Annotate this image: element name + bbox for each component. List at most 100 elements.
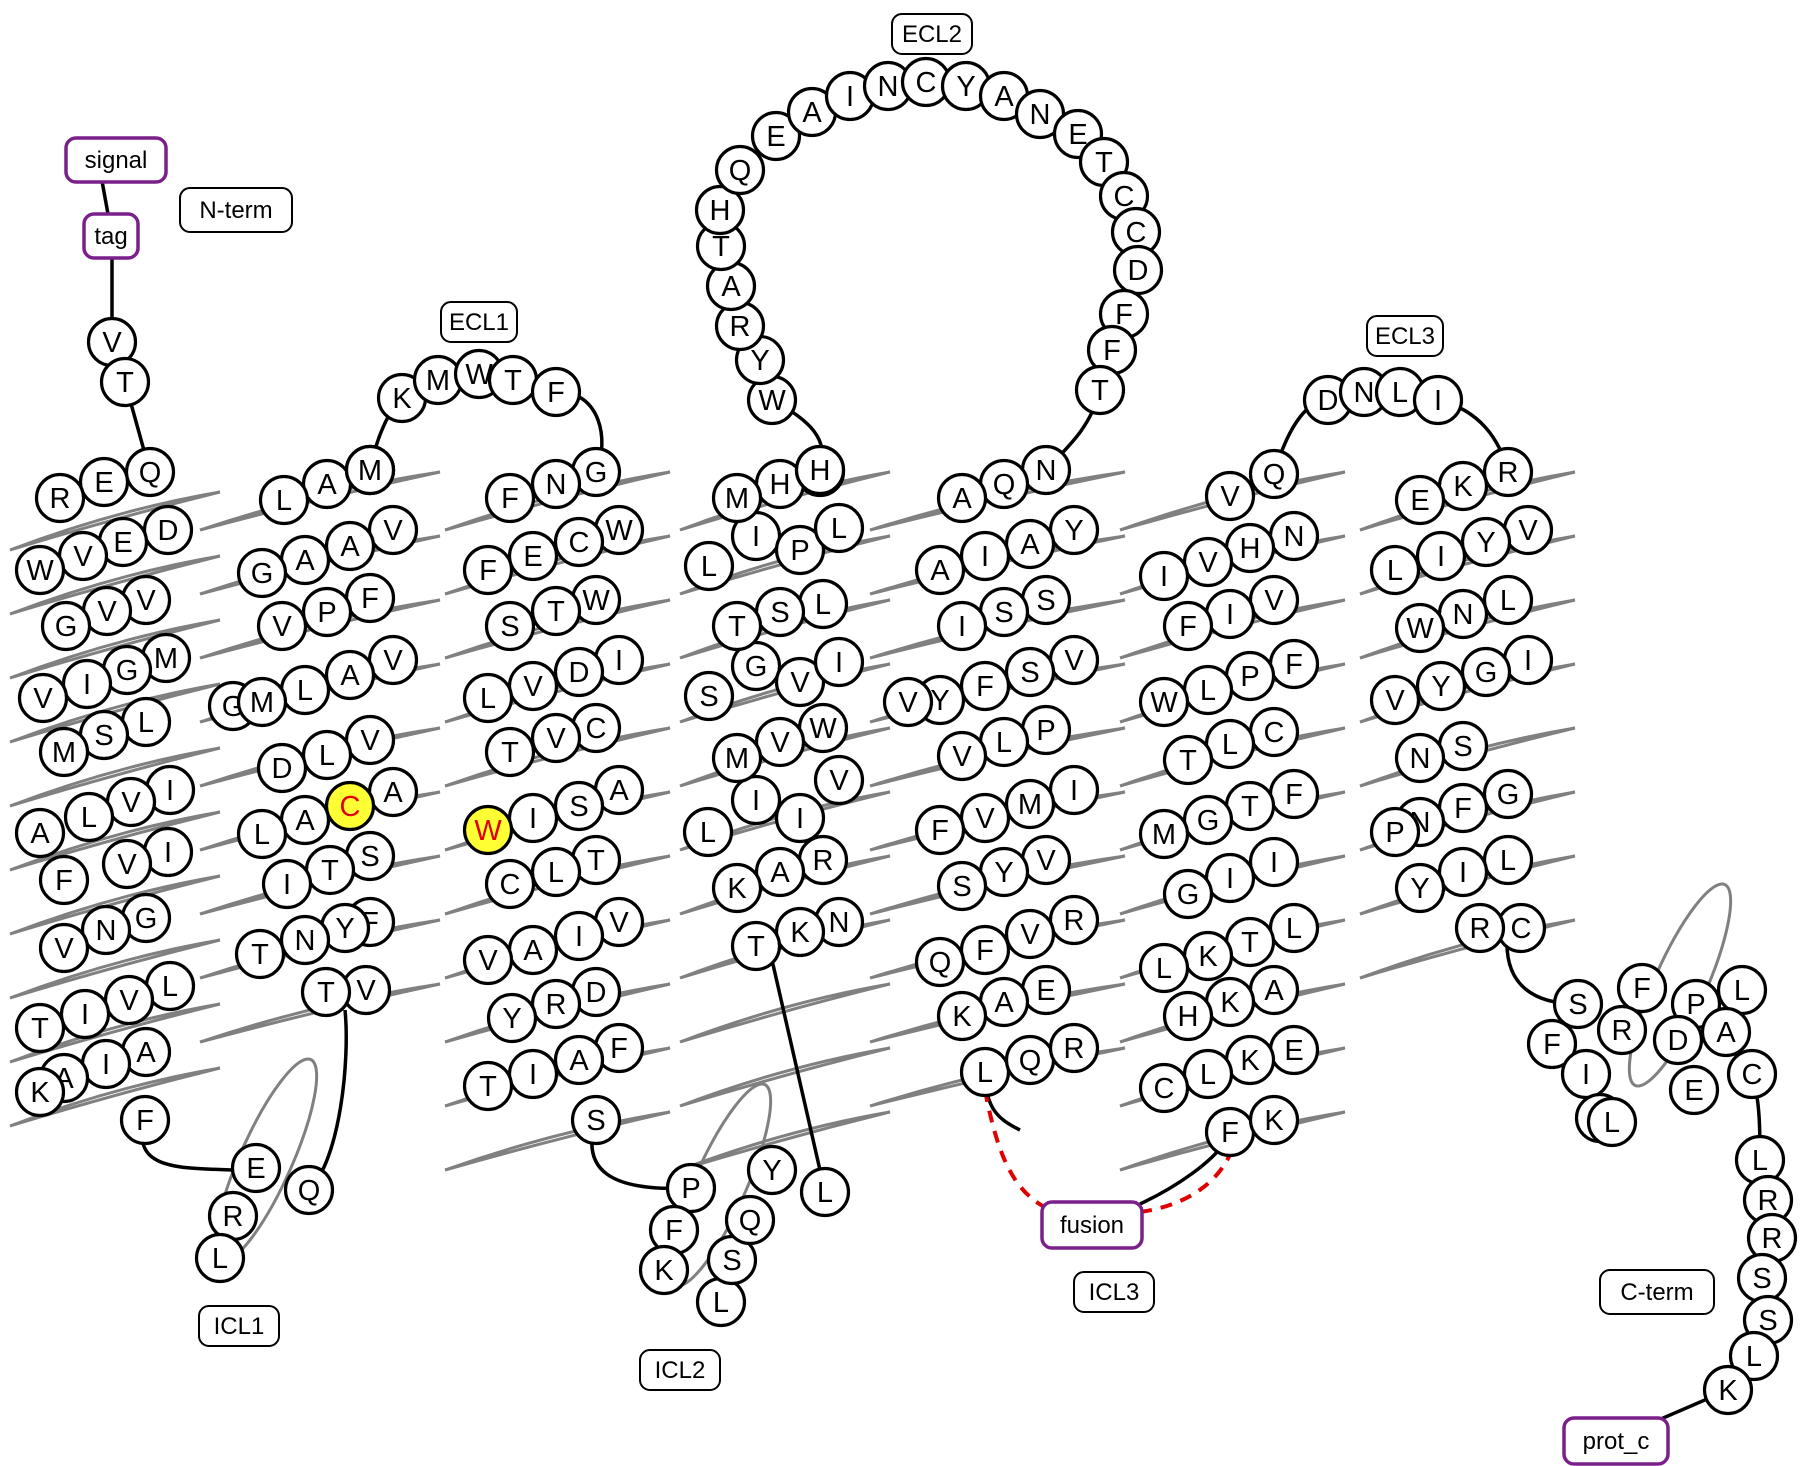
svg-text:P: P: [1036, 715, 1055, 747]
svg-text:V: V: [272, 611, 292, 643]
residue-tm4-6: K: [711, 862, 763, 914]
svg-text:L: L: [1200, 675, 1216, 707]
residue-tm1-23: V: [101, 838, 153, 890]
residue-tm5-25: S: [936, 860, 988, 912]
residue-tm6-20: M: [1138, 808, 1190, 860]
svg-text:N: N: [878, 71, 899, 103]
residue-tm2-13: L: [236, 808, 288, 860]
label-fusion: fusion: [1040, 1200, 1144, 1250]
svg-text:S: S: [500, 611, 519, 643]
residue-tm5-12: S: [1004, 646, 1056, 698]
svg-text:L: L: [162, 971, 178, 1003]
svg-text:I: I: [1160, 561, 1168, 593]
residue-tm2-26: A: [324, 520, 376, 572]
residue-tm5-19: I: [1048, 764, 1100, 816]
residue-tm7-6: I: [1415, 530, 1467, 582]
residue-tm6-30: F: [1162, 600, 1214, 652]
svg-text:K: K: [790, 917, 810, 949]
residue-tm5-34: Q: [1004, 1034, 1056, 1086]
svg-text:N: N: [295, 925, 316, 957]
residue-ecl1-5: F: [530, 366, 582, 418]
residue-tm2-6: T: [234, 928, 286, 980]
residue-tm7-8: L: [1482, 574, 1534, 626]
svg-text:G: G: [1197, 805, 1220, 837]
svg-text:ICL3: ICL3: [1089, 1279, 1140, 1306]
svg-text:R: R: [813, 845, 834, 877]
residue-tm1-14: V: [17, 672, 69, 724]
residue-tm1-6: V: [57, 530, 109, 582]
svg-text:F: F: [1103, 335, 1121, 367]
label-tag: tag: [82, 212, 140, 260]
residue-tm4-10: V: [813, 754, 865, 806]
svg-text:I: I: [981, 541, 989, 573]
helix-turn-6: [1119, 1110, 1346, 1172]
residue-icl1-4: Q: [283, 1164, 335, 1216]
svg-text:Q: Q: [929, 947, 952, 979]
residue-tm7-3: E: [1394, 474, 1446, 526]
residue-tm7-21: L: [1482, 834, 1534, 886]
residue-tm4-5: A: [754, 846, 806, 898]
helix-turn-4: [679, 1046, 891, 1108]
residue-tm2-23: P: [301, 586, 353, 638]
residue-tm5-28: F: [959, 924, 1011, 976]
residue-tm4-19: S: [754, 586, 806, 638]
svg-text:E: E: [1068, 119, 1087, 151]
residue-tm4-17: I: [813, 636, 865, 688]
residue-tm2-22: F: [344, 572, 396, 624]
svg-text:L: L: [996, 727, 1012, 759]
svg-text:I: I: [1226, 599, 1234, 631]
residue-tm4-29: H: [794, 444, 846, 496]
residue-tm6-23: T: [1162, 734, 1214, 786]
residue-h8-6: D: [1652, 1014, 1704, 1066]
svg-text:W: W: [26, 555, 54, 587]
residue-tm2-16: D: [256, 742, 308, 794]
svg-text:Y: Y: [762, 1155, 781, 1187]
svg-text:H: H: [1178, 1001, 1199, 1033]
svg-text:K: K: [1264, 1105, 1284, 1137]
residue-tm2-21: M: [236, 676, 288, 728]
svg-text:F: F: [1633, 973, 1651, 1005]
svg-text:V: V: [546, 723, 566, 755]
svg-text:G: G: [585, 457, 608, 489]
svg-text:I: I: [1070, 775, 1078, 807]
residue-tm2-10: A: [367, 766, 419, 818]
residue-tm3-30: R: [530, 978, 582, 1030]
residue-h8-12: L: [1586, 1096, 1638, 1148]
svg-text:M: M: [725, 483, 749, 515]
svg-text:W: W: [1150, 687, 1178, 719]
svg-text:N: N: [1284, 521, 1305, 553]
svg-text:L: L: [1604, 1107, 1620, 1139]
helix-turn-1: [9, 490, 221, 552]
svg-text:T: T: [317, 977, 335, 1009]
svg-text:C: C: [586, 713, 607, 745]
svg-text:I: I: [1226, 863, 1234, 895]
svg-text:V: V: [383, 515, 403, 547]
fusion-link-left: [983, 1089, 1051, 1212]
svg-text:I: I: [166, 775, 174, 807]
residue-tm6-24: F: [1268, 638, 1320, 690]
svg-text:D: D: [1318, 385, 1339, 417]
residue-icl2-3: K: [638, 1244, 690, 1296]
svg-text:G: G: [1177, 879, 1200, 911]
residue-tm5-18: V: [936, 730, 988, 782]
svg-text:L: L: [1387, 555, 1403, 587]
svg-text:R: R: [1064, 1033, 1085, 1065]
residue-tm5-21: V: [959, 792, 1011, 844]
svg-text:M: M: [154, 643, 178, 675]
svg-text:L: L: [276, 485, 292, 517]
svg-text:K: K: [952, 1001, 972, 1033]
residue-tm3-2: N: [530, 458, 582, 510]
residue-tm7-20: P: [1369, 806, 1421, 858]
residue-tm5-33: L: [959, 1046, 1011, 1098]
residue-tm2-11: C: [324, 780, 376, 832]
residue-tm1-12: G: [101, 644, 153, 696]
svg-text:V: V: [1385, 685, 1405, 717]
svg-text:S: S: [699, 681, 718, 713]
residue-tm1-26: N: [80, 904, 132, 956]
residue-tm6-17: F: [1268, 768, 1320, 820]
svg-text:T: T: [1241, 927, 1259, 959]
helix-turn-1: [9, 938, 221, 1000]
residue-tm6-5: L: [1182, 1048, 1234, 1100]
residue-tm2-15: L: [301, 729, 353, 781]
svg-text:prot_c: prot_c: [1583, 1428, 1650, 1455]
